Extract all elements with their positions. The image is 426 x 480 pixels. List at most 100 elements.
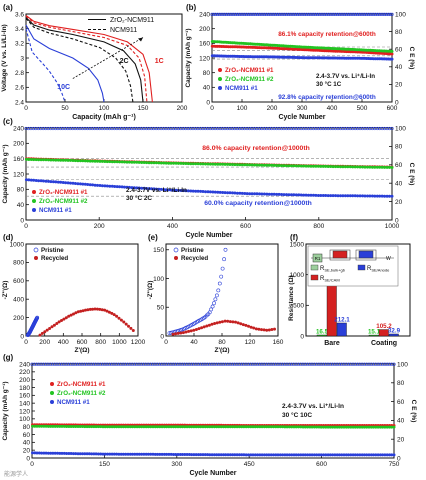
capacity-point	[112, 425, 116, 429]
y-tick-label: 2.4	[15, 99, 24, 106]
nyquist-point-recycled	[257, 327, 261, 331]
capacity-point	[174, 453, 178, 456]
nyquist-point-recycled	[81, 309, 85, 313]
capacity-point	[276, 425, 280, 429]
annotation-retention-ncm: 60.0% capacity retention@1000th	[204, 200, 312, 207]
capacity-point	[201, 190, 205, 193]
category-label: Coating	[371, 340, 397, 347]
y-tick-label: 150	[153, 247, 164, 254]
capacity-point	[353, 165, 357, 169]
capacity-point	[113, 160, 117, 164]
capacity-point	[33, 451, 37, 455]
capacity-point	[267, 192, 271, 196]
capacity-point	[44, 158, 48, 162]
capacity-point	[367, 453, 371, 457]
y-tick-label: 80	[203, 70, 211, 77]
capacity-point	[356, 453, 360, 457]
capacity-point	[99, 425, 103, 429]
ce-point	[292, 12, 296, 16]
capacity-point	[274, 453, 278, 457]
capacity-point	[115, 185, 119, 189]
y-tick-label: 160	[13, 156, 24, 163]
capacity-point	[144, 425, 148, 429]
capacity-point	[151, 425, 155, 429]
capacity-point	[215, 425, 219, 429]
capacity-point	[276, 453, 280, 457]
y-axis-label: Capacity (mAh g⁻¹)	[2, 144, 9, 203]
capacity-point	[117, 425, 121, 429]
capacity-point	[203, 425, 207, 429]
capacity-point	[199, 189, 203, 193]
capacity-point	[245, 163, 249, 167]
y-tick-label: 200	[19, 377, 30, 384]
capacity-point	[61, 181, 65, 184]
capacity-point	[184, 189, 188, 193]
ce-point	[334, 12, 338, 16]
y-tick-label: 200	[199, 26, 210, 33]
y-axis-label: Capacity (mAh g⁻¹)	[2, 381, 9, 440]
y-tick-label: 100	[19, 416, 30, 423]
x-axis-label: Cycle Number	[189, 470, 236, 477]
capacity-point	[145, 187, 149, 190]
x-tick-label: 40	[190, 339, 198, 346]
x-tick-label: 300	[171, 461, 182, 468]
bar	[378, 329, 389, 337]
capacity-point	[308, 453, 312, 457]
capacity-point	[172, 188, 176, 192]
capacity-point	[149, 425, 153, 429]
ce-point	[103, 362, 107, 366]
x-tick-label: 0	[24, 223, 28, 230]
y2-tick-label: 20	[395, 199, 403, 206]
ce-point	[383, 12, 387, 16]
legend-label-bulk: RSE,bulk+gb	[320, 266, 346, 273]
capacity-point	[308, 425, 312, 429]
x-tick-label: 400	[327, 105, 338, 112]
ce-point	[344, 12, 349, 16]
ce-point	[272, 12, 276, 16]
circuit-rc-box	[332, 250, 348, 259]
y2-tick-label: 80	[395, 144, 403, 151]
ce-point	[162, 362, 166, 366]
capacity-point	[281, 425, 285, 429]
panel-label: (b)	[186, 3, 197, 12]
capacity-point	[262, 163, 266, 167]
capacity-point	[255, 163, 259, 167]
capacity-point	[96, 425, 100, 429]
capacity-point	[253, 425, 257, 429]
text-span: R	[320, 276, 325, 282]
capacity-point	[356, 194, 360, 198]
ce-point	[352, 12, 356, 16]
capacity-point	[240, 453, 244, 457]
capacity-point	[167, 452, 171, 456]
capacity-point	[228, 425, 232, 429]
y-tick-label: 3.6	[15, 11, 24, 18]
capacity-point	[44, 451, 48, 455]
capacity-point	[283, 425, 287, 429]
curve-1C-ncm911	[25, 15, 148, 103]
ce-point	[312, 12, 316, 16]
x-tick-label: 600	[316, 461, 327, 468]
capacity-point	[285, 453, 289, 457]
ce-point	[330, 12, 334, 16]
capacity-point	[165, 425, 169, 429]
ce-point	[346, 362, 351, 366]
bar	[388, 333, 399, 337]
capacity-point	[218, 190, 222, 194]
capacity-point	[140, 425, 144, 429]
ce-point	[285, 362, 289, 366]
capacity-point	[306, 453, 310, 457]
capacity-point	[181, 453, 184, 456]
capacity-point	[93, 183, 97, 187]
legend-label: NCM911 #1	[225, 85, 258, 92]
capacity-point	[172, 453, 175, 456]
capacity-point	[331, 453, 335, 457]
ce-point	[305, 362, 310, 366]
capacity-point	[238, 191, 242, 195]
capacity-point	[319, 194, 323, 197]
capacity-point	[29, 178, 33, 182]
capacity-point	[53, 424, 57, 428]
capacity-point	[335, 453, 339, 457]
capacity-point	[287, 164, 291, 168]
legend-marker	[33, 247, 39, 253]
